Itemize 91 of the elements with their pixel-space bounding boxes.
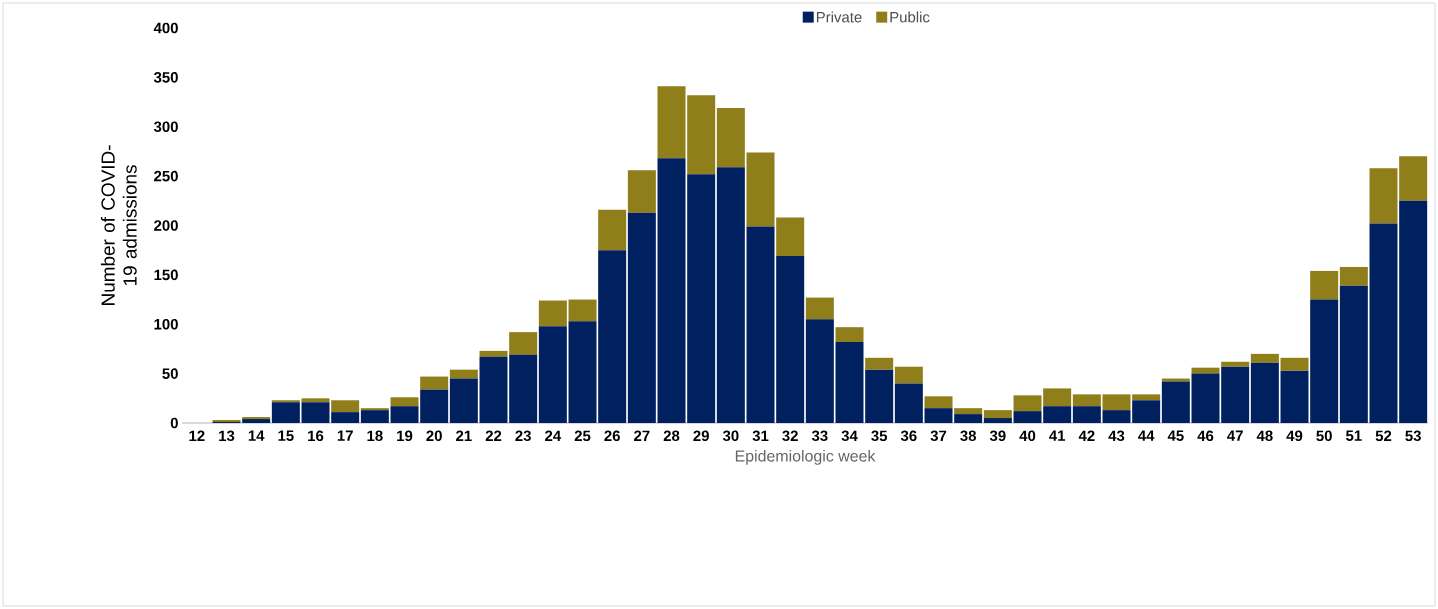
x-tick-label: 12 xyxy=(189,430,205,441)
x-tick-label: 21 xyxy=(456,430,472,441)
x-tick-label: 48 xyxy=(1256,430,1273,442)
bar xyxy=(538,300,567,327)
legend-label: Private xyxy=(816,11,862,23)
x-tick-label: 13 xyxy=(219,430,235,442)
bar xyxy=(568,299,597,322)
y-tick-label: 300 xyxy=(153,121,178,133)
x-tick-label: 37 xyxy=(930,430,947,442)
x-tick-label: 35 xyxy=(871,430,888,442)
x-tick-label: 17 xyxy=(337,430,353,441)
x-tick-label: 16 xyxy=(308,430,324,442)
x-tick-label: 49 xyxy=(1286,430,1303,442)
legend-label: Public xyxy=(890,11,930,23)
x-tick-label: 34 xyxy=(841,430,858,442)
bar xyxy=(1072,406,1101,423)
x-tick-label: 24 xyxy=(545,430,562,441)
bar xyxy=(983,410,1012,419)
bar xyxy=(449,378,478,423)
x-tick-label: 40 xyxy=(1019,430,1036,442)
bar xyxy=(716,107,745,168)
x-tick-label: 33 xyxy=(811,430,828,442)
bar xyxy=(1280,357,1309,371)
bar xyxy=(538,326,567,423)
x-tick-label: 20 xyxy=(426,430,442,442)
y-tick-label: 50 xyxy=(162,368,178,379)
bar xyxy=(1161,378,1190,382)
x-tick-label: 42 xyxy=(1078,430,1095,441)
bar xyxy=(865,357,894,370)
x-tick-label: 31 xyxy=(752,430,769,442)
x-tick-label: 25 xyxy=(574,430,591,442)
x-tick-label: 15 xyxy=(278,430,294,441)
bar xyxy=(598,209,627,251)
bar xyxy=(1250,362,1279,423)
x-tick-label: 39 xyxy=(989,430,1006,442)
x-tick-label: 46 xyxy=(1197,430,1214,442)
bar xyxy=(1191,367,1220,374)
bar xyxy=(1221,361,1250,367)
x-tick-label: 26 xyxy=(604,430,620,442)
y-tick-label: 150 xyxy=(154,269,178,281)
bar xyxy=(924,396,953,409)
x-tick-label: 47 xyxy=(1227,430,1243,441)
y-tick-label: 100 xyxy=(154,318,178,330)
bar xyxy=(1339,266,1368,286)
bar xyxy=(1339,285,1368,423)
x-tick-label: 50 xyxy=(1316,430,1332,442)
bar xyxy=(1072,394,1101,407)
x-tick-label: 45 xyxy=(1167,430,1184,441)
bar xyxy=(420,376,449,390)
bar xyxy=(1161,381,1190,423)
bar xyxy=(805,319,834,423)
bar xyxy=(627,212,656,423)
y-tick-label: 400 xyxy=(153,22,178,34)
y-tick-label: 200 xyxy=(154,220,178,231)
bar xyxy=(627,170,656,213)
bar xyxy=(271,402,300,423)
x-tick-label: 29 xyxy=(693,430,709,442)
x-tick-label: 30 xyxy=(722,430,739,442)
x-tick-label: 44 xyxy=(1138,430,1155,441)
bar xyxy=(449,369,478,379)
x-tick-label: 36 xyxy=(900,430,917,442)
x-axis-title: Epidemiologic week xyxy=(735,449,876,465)
x-tick-label: 22 xyxy=(485,430,502,441)
bar xyxy=(805,297,834,320)
y-axis-title: Number of COVID-19 admissions xyxy=(100,145,137,305)
y-tick-label: 350 xyxy=(153,72,178,83)
x-tick-label: 28 xyxy=(663,430,680,442)
y-tick-label: 0 xyxy=(170,417,178,429)
x-tick-label: 18 xyxy=(367,430,383,442)
bar xyxy=(983,418,1012,423)
bar xyxy=(954,408,983,415)
x-tick-label: 52 xyxy=(1375,430,1392,442)
bar xyxy=(894,366,923,384)
x-tick-label: 23 xyxy=(515,430,531,442)
x-tick-label: 53 xyxy=(1405,430,1421,442)
bar xyxy=(1310,270,1339,300)
bar xyxy=(1250,353,1279,363)
x-tick-label: 43 xyxy=(1108,430,1125,442)
x-tick-label: 14 xyxy=(248,430,265,441)
x-tick-label: 51 xyxy=(1345,430,1362,441)
bar xyxy=(835,327,864,343)
bar xyxy=(716,167,745,423)
bar xyxy=(360,410,389,423)
x-tick-label: 32 xyxy=(782,430,798,442)
x-tick-label: 19 xyxy=(397,430,413,442)
x-tick-label: 38 xyxy=(960,430,977,442)
bar xyxy=(894,383,923,423)
bar xyxy=(390,397,419,407)
y-tick-label: 250 xyxy=(154,170,178,182)
x-tick-label: 27 xyxy=(634,430,650,441)
x-tick-label: 41 xyxy=(1049,430,1066,441)
